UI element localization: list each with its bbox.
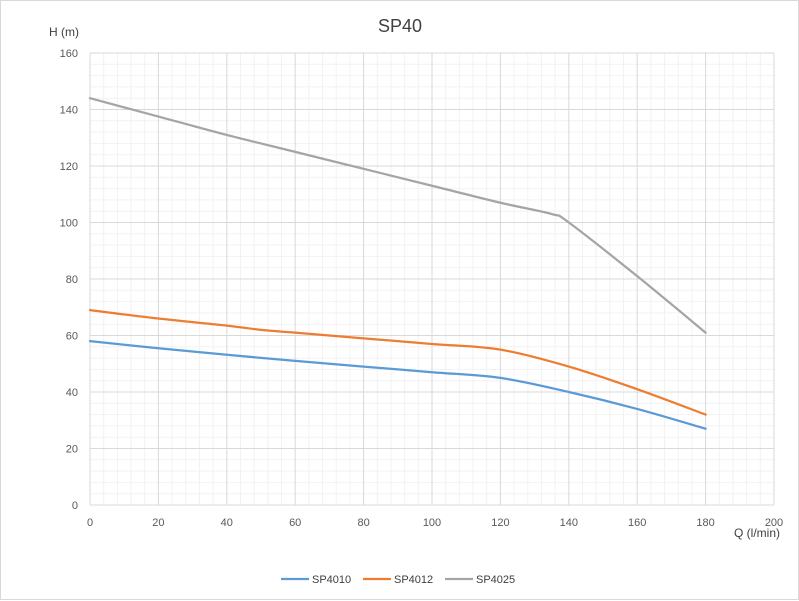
y-tick-label: 120 <box>60 161 78 173</box>
legend-item-sp4012: SP4012 <box>363 574 433 586</box>
x-tick-label: 60 <box>289 517 301 529</box>
y-tick-label: 160 <box>60 48 78 60</box>
x-tick-label: 180 <box>696 517 714 529</box>
x-tick-label: 0 <box>87 517 93 529</box>
legend-label: SP4012 <box>394 574 433 586</box>
x-tick-label: 160 <box>628 517 646 529</box>
series-lines <box>88 97 707 430</box>
series-line-sp4025 <box>88 97 707 334</box>
legend-label: SP4010 <box>312 574 351 586</box>
x-tick-label: 200 <box>765 517 783 529</box>
series-line-sp4012 <box>88 308 707 416</box>
y-tick-label: 0 <box>72 500 78 512</box>
legend: SP4010 SP4012 SP4025 <box>281 574 515 586</box>
y-tick-label: 140 <box>60 105 78 117</box>
y-tick-label: 60 <box>66 331 78 343</box>
legend-item-sp4010: SP4010 <box>281 574 351 586</box>
y-tick-label: 80 <box>66 274 78 286</box>
legend-item-sp4025: SP4025 <box>445 574 515 586</box>
x-tick-label: 20 <box>152 517 164 529</box>
tick-labels: 0 20 40 60 80 100 120 140 160 180 200 0 20 40 60 80 100 1… <box>60 48 784 529</box>
y-axis-title: H (m) <box>49 25 79 39</box>
gridlines <box>89 52 775 506</box>
x-tick-label: 80 <box>357 517 369 529</box>
legend-label: SP4025 <box>476 574 515 586</box>
x-tick-label: 100 <box>423 517 441 529</box>
chart-title: SP40 <box>378 16 422 36</box>
x-tick-label: 40 <box>221 517 233 529</box>
y-tick-label: 40 <box>66 387 78 399</box>
x-tick-label: 140 <box>560 517 578 529</box>
y-tick-label: 20 <box>66 444 78 456</box>
y-tick-label: 100 <box>60 218 78 230</box>
x-axis-title: Q (l/min) <box>734 526 780 540</box>
x-tick-label: 120 <box>491 517 509 529</box>
series-line-sp4010 <box>88 340 707 430</box>
